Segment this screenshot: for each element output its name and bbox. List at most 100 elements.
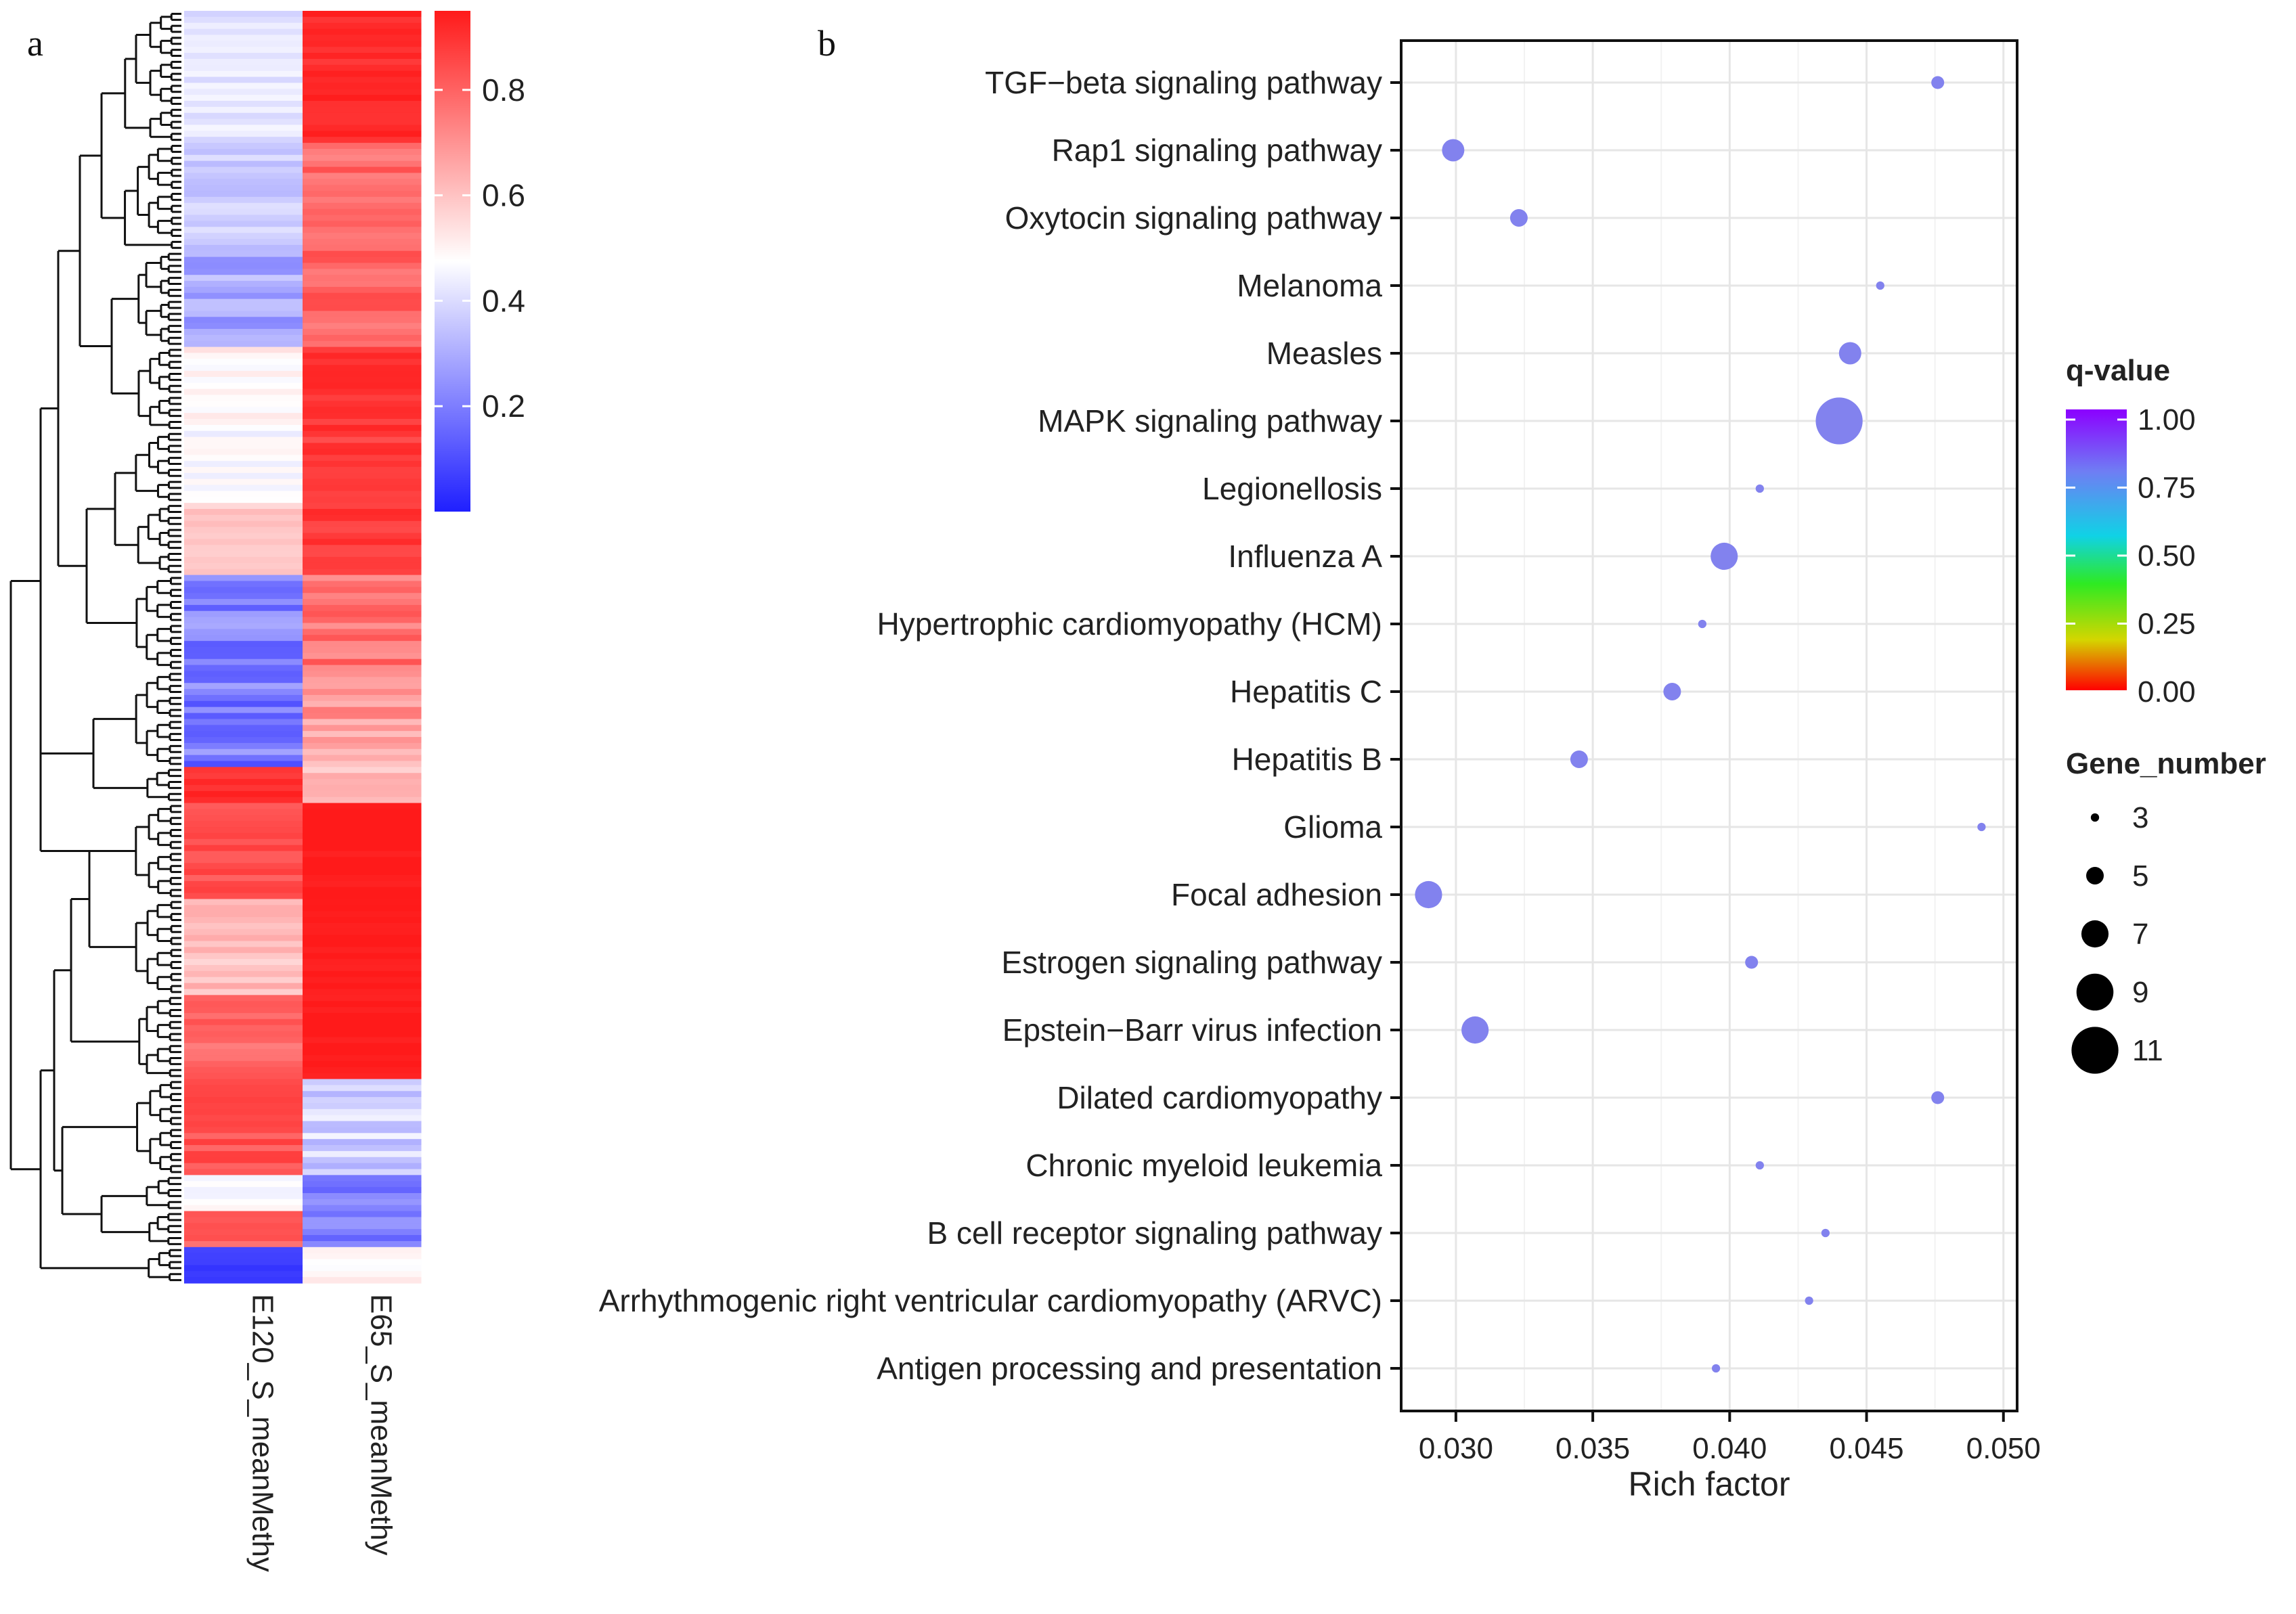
heatmap-cell [184,419,303,426]
heatmap-cell [303,76,422,84]
heatmap-cell [184,160,303,168]
heatmap-cell [303,1001,422,1008]
heatmap-cell [184,610,303,618]
heatmap-cell [184,1253,303,1260]
heatmap-cell [184,539,303,545]
heatmap-cell [184,1277,303,1284]
heatmap-cell [303,41,422,47]
heatmap-cell [303,1049,422,1056]
heatmap-cell [303,455,422,462]
heatmap-cell [303,773,422,780]
heatmap-cell [303,599,422,606]
heatmap-cell [184,725,303,732]
legend-size-label: 11 [2132,1034,2163,1067]
heatmap-cell [184,533,303,539]
heatmap-cell [184,821,303,828]
heatmap-cell [184,694,303,702]
x-axis: 0.030 0.035 0.040 0.045 0.050 [1419,1411,2041,1465]
heatmap-cell [303,593,422,600]
heatmap-cell [303,1271,422,1278]
heatmap-cell [303,292,422,300]
heatmap-cell [303,838,422,846]
heatmap-cell [184,874,303,882]
heatmap-cell [303,47,422,53]
heatmap-cell [184,1012,303,1020]
heatmap-cell [303,443,422,449]
heatmap-cell [303,233,422,240]
heatmap-cell [184,953,303,960]
heatmap-cell [303,880,422,888]
heatmap-cell [303,761,422,767]
heatmap-cell [303,346,422,354]
heatmap-cell [184,857,303,864]
data-point [1570,750,1588,768]
heatmap-cell [184,905,303,912]
heatmap-cell [303,419,422,426]
colorbar-ticks: 0.2 0.4 0.6 0.8 [435,72,525,424]
heatmap-cell [303,970,422,978]
heatmap-cell [184,47,303,53]
heatmap-cell [184,970,303,978]
heatmap-cell [184,263,303,269]
heatmap-cell [303,863,422,870]
heatmap-cell [184,424,303,432]
heatmap-cell [303,1067,422,1074]
legend-qvalue-label: 0.25 [2138,608,2196,641]
heatmap-cell [184,1139,303,1146]
heatmap-cell [184,748,303,756]
plot-frame [1400,39,2018,1412]
heatmap-cell [303,803,422,810]
heatmap-cell [303,899,422,905]
heatmap-cell [303,28,422,36]
heatmap-cell [184,689,303,696]
colorbar-tick-label: 0.4 [482,283,525,318]
heatmap-cell [184,562,303,570]
heatmap-cell [303,1247,422,1254]
legend-size-marker [2071,1027,2119,1074]
heatmap-cell [303,185,422,192]
heatmap-cell [184,1001,303,1008]
heatmap-cell [303,1198,422,1206]
legend-gene-number: 3 5 7 9 11 [2071,801,2163,1074]
heatmap-cell [184,869,303,876]
heatmap-cell [184,1115,303,1122]
heatmap-cell [303,472,422,480]
heatmap-cell [184,617,303,624]
heatmap-cell [303,953,422,960]
heatmap-cell [303,202,422,210]
heatmap-cell [303,665,422,672]
heatmap-cell [303,713,422,720]
heatmap-cell [303,298,422,306]
heatmap-cell [303,497,422,503]
y-tick-label: Arrhythmogenic right ventricular cardiom… [599,1283,1382,1318]
y-tick-label: Oxytocin signaling pathway [1005,200,1382,236]
heatmap-cell [303,581,422,587]
heatmap-cell [303,671,422,677]
heatmap-cell [184,827,303,834]
heatmap-column-label: E65_S_meanMethy [365,1294,398,1555]
heatmap-cell [303,832,422,840]
heatmap-cell [184,977,303,984]
heatmap-cell [303,857,422,864]
legend-qvalue-label: 1.00 [2138,403,2196,436]
data-point [1745,956,1759,969]
data-point [1442,139,1465,162]
heatmap-cell [303,1211,422,1218]
heatmap-cell [184,359,303,365]
heatmap-cell [184,815,303,822]
y-tick-label: Chronic myeloid leukemia [1025,1148,1382,1183]
heatmap-cell [184,1181,303,1188]
heatmap-cell [303,112,422,120]
heatmap-cell [303,562,422,570]
heatmap-cell [184,1079,303,1085]
heatmap-cell [303,683,422,690]
heatmap-cell [184,227,303,233]
heatmap-cell [184,1091,303,1098]
heatmap-cell [303,382,422,390]
heatmap-cell [184,430,303,438]
x-tick-label: 0.040 [1692,1432,1767,1465]
heatmap-cell [303,244,422,252]
heatmap-cell [303,430,422,438]
heatmap-cell [184,95,303,102]
